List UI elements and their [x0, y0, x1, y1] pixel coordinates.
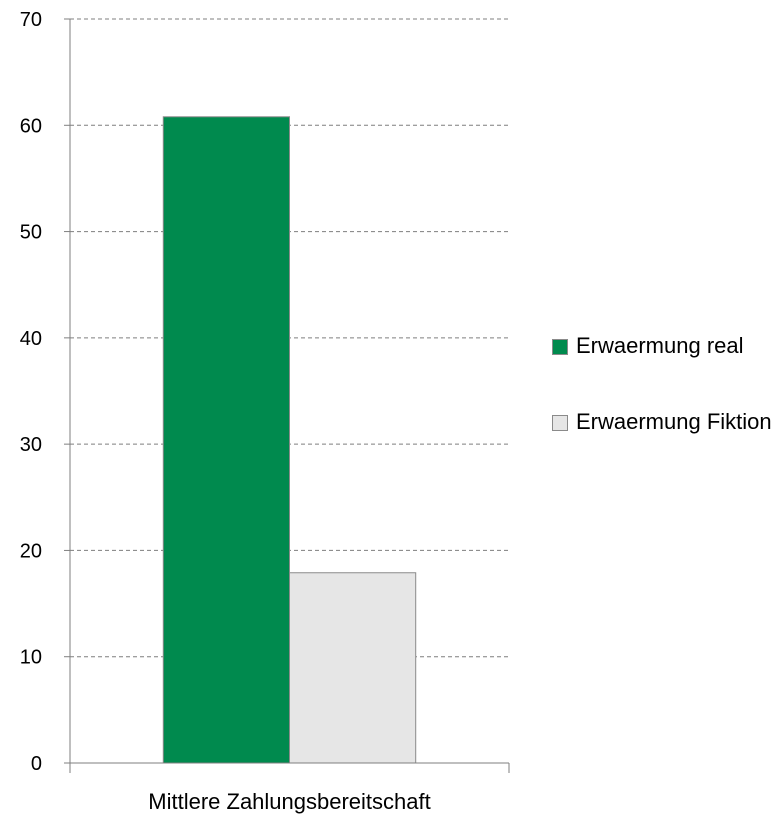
legend-item-series-1: Erwaermung Fiktion [552, 409, 782, 448]
legend-swatch-series-1 [552, 415, 568, 431]
y-tick-label-70: 70 [20, 9, 42, 31]
legend-label-series-1: Erwaermung Fiktion [576, 409, 772, 434]
axes [69, 19, 510, 773]
x-axis-category-labels: Mittlere Zahlungsbereitschaft [148, 789, 430, 814]
bar-0-0 [162, 116, 291, 764]
legend-item-series-0: Erwaermung real [552, 333, 782, 372]
y-tick-label-30: 30 [20, 434, 42, 456]
y-tick-label-60: 60 [20, 115, 42, 137]
legend: Erwaermung real Erwaermung Fiktion [552, 333, 782, 486]
y-axis-tick-labels: 0 10 20 30 40 50 60 70 [20, 9, 70, 775]
y-tick-label-50: 50 [20, 222, 42, 244]
bars [162, 116, 417, 764]
y-tick-label-40: 40 [20, 328, 42, 350]
y-tick-label-20: 20 [20, 540, 42, 562]
bar-1-0 [289, 572, 417, 764]
y-tick-label-0: 0 [31, 753, 42, 775]
x-category-label-0: Mittlere Zahlungsbereitschaft [148, 789, 430, 814]
legend-label-series-0: Erwaermung real [576, 333, 744, 358]
y-tick-label-10: 10 [20, 647, 42, 669]
legend-swatch-series-0 [552, 339, 568, 355]
